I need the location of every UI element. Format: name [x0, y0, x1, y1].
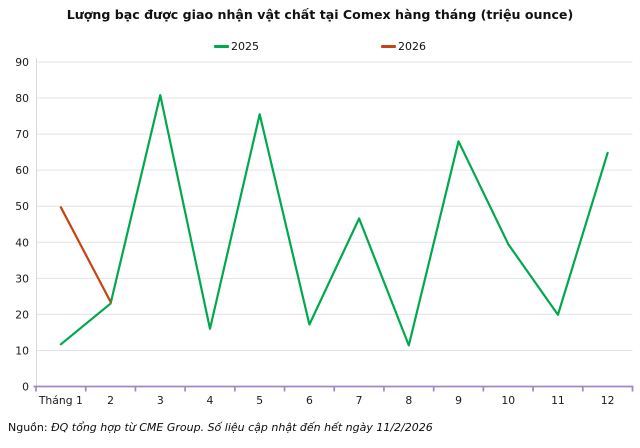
- legend: 2025 2026: [0, 40, 640, 53]
- svg-text:0: 0: [22, 381, 29, 394]
- source-prefix: Nguồn:: [8, 421, 52, 434]
- svg-text:2: 2: [107, 394, 114, 407]
- legend-label-2025: 2025: [231, 40, 259, 53]
- svg-text:20: 20: [15, 308, 29, 321]
- svg-text:7: 7: [356, 394, 363, 407]
- source-text: ĐQ tổng hợp từ CME Group. Số liệu cập nh…: [51, 421, 433, 434]
- svg-text:10: 10: [501, 394, 515, 407]
- legend-marker-2025: [214, 45, 229, 48]
- svg-text:10: 10: [15, 344, 29, 357]
- svg-text:6: 6: [306, 394, 313, 407]
- legend-marker-2026: [381, 45, 396, 48]
- svg-text:60: 60: [15, 164, 29, 177]
- svg-text:30: 30: [15, 272, 29, 285]
- svg-text:8: 8: [405, 394, 412, 407]
- source-note: Nguồn: ĐQ tổng hợp từ CME Group. Số liệu…: [8, 421, 433, 434]
- svg-text:12: 12: [601, 394, 615, 407]
- svg-text:5: 5: [256, 394, 263, 407]
- legend-item-2026: 2026: [381, 40, 426, 53]
- chart-title: Lượng bạc được giao nhận vật chất tại Co…: [66, 7, 574, 22]
- svg-text:11: 11: [551, 394, 565, 407]
- svg-text:80: 80: [15, 92, 29, 105]
- svg-text:4: 4: [207, 394, 214, 407]
- svg-text:3: 3: [157, 394, 164, 407]
- svg-text:Tháng 1: Tháng 1: [38, 394, 83, 407]
- svg-text:70: 70: [15, 128, 29, 141]
- svg-text:50: 50: [15, 200, 29, 213]
- svg-text:90: 90: [15, 56, 29, 69]
- legend-label-2026: 2026: [398, 40, 426, 53]
- svg-text:9: 9: [455, 394, 462, 407]
- svg-text:40: 40: [15, 236, 29, 249]
- legend-item-2025: 2025: [214, 40, 259, 53]
